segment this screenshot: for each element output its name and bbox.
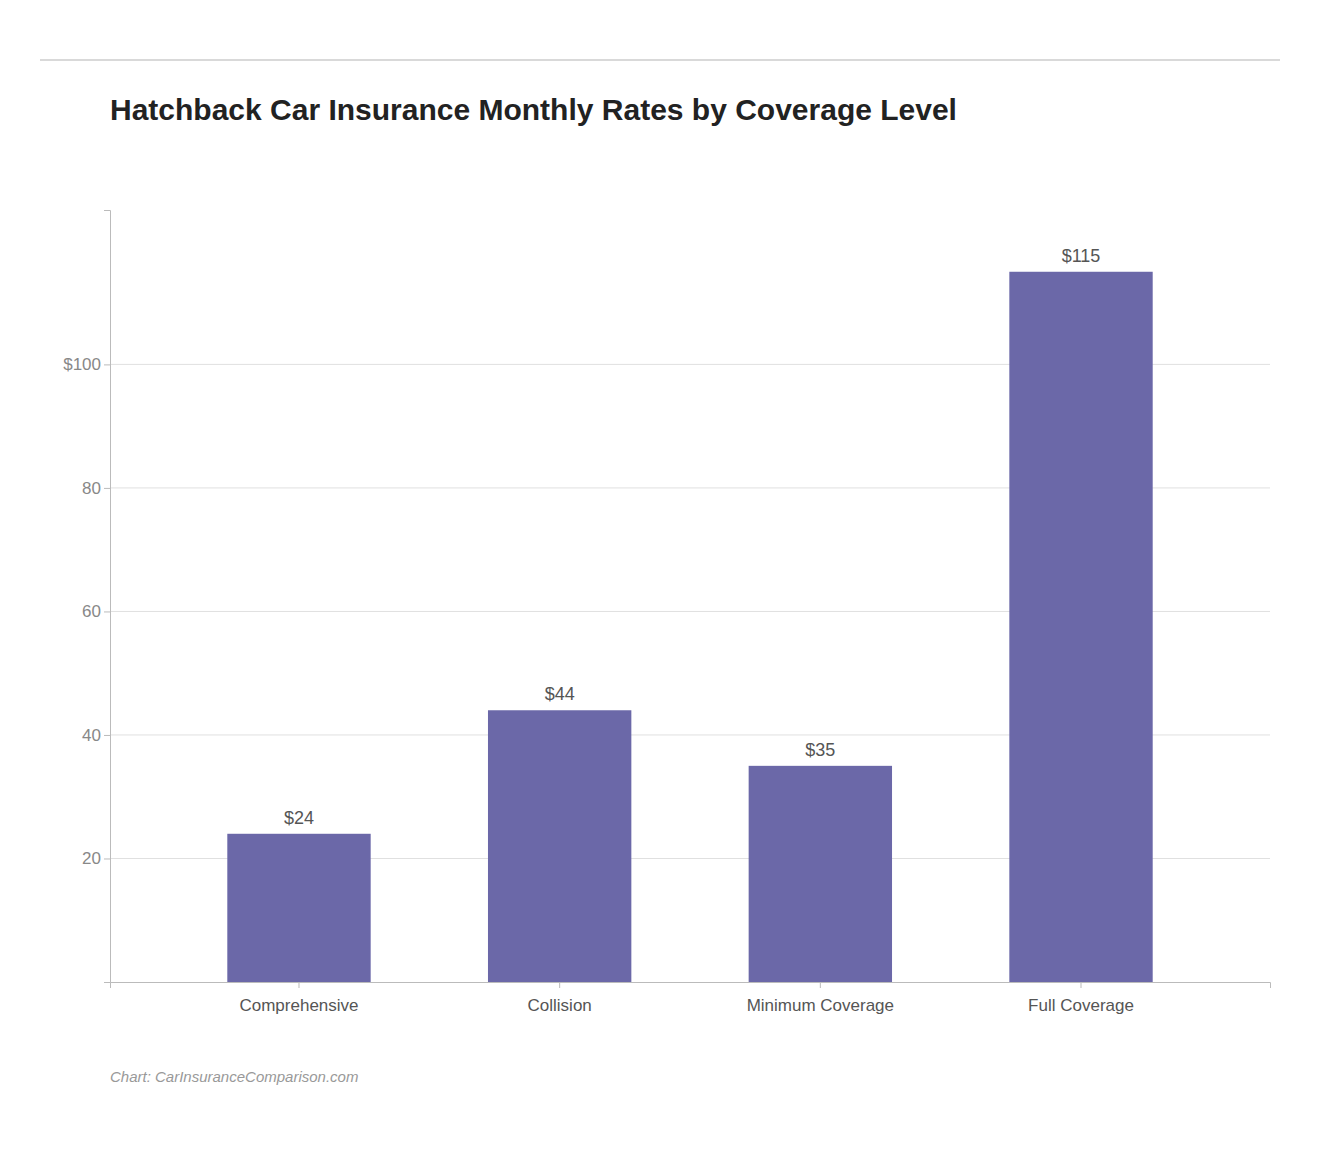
x-tick-mark [298, 982, 299, 988]
bar [749, 766, 892, 982]
y-axis: 20 40 60 80 $100 [63, 211, 110, 983]
y-tick-mark [104, 488, 110, 489]
x-tick: Minimum Coverage [747, 982, 894, 1015]
plot: 20 40 60 80 $100 Comprehensive Collision Minimu… [63, 211, 1270, 1016]
data-label: $24 [284, 808, 314, 828]
x-tick-mark [1081, 982, 1082, 988]
x-axis-line [111, 983, 1271, 989]
x-tick-mark [820, 982, 821, 988]
y-tick-label: 20 [82, 849, 101, 868]
data-label: $115 [1062, 246, 1101, 266]
y-tick: 60 [82, 602, 110, 621]
footer: Chart: CarInsuranceComparison.com [110, 1068, 358, 1085]
y-tick-mark [104, 611, 110, 612]
x-tick-label: Minimum Coverage [747, 996, 894, 1015]
y-tick-mark [104, 858, 110, 859]
x-axis: Comprehensive Collision Minimum Coverage Fu… [111, 982, 1271, 1015]
y-tick: 40 [82, 726, 110, 745]
y-tick-label: 80 [82, 479, 101, 498]
y-tick: 20 [82, 849, 110, 868]
bar [1009, 272, 1152, 982]
x-tick-label: Collision [528, 996, 592, 1015]
data-label: $44 [545, 684, 575, 704]
bar [227, 834, 370, 982]
x-tick-mark [559, 982, 560, 988]
title: Hatchback Car Insurance Monthly Rates by… [110, 93, 957, 126]
data-labels: $24 $44 $35 $115 [284, 246, 1100, 828]
data-label: $35 [805, 740, 835, 760]
y-tick-label: 40 [82, 726, 101, 745]
bars [227, 272, 1152, 982]
x-tick: Comprehensive [239, 982, 358, 1015]
x-tick: Full Coverage [1028, 982, 1134, 1015]
x-tick: Collision [528, 982, 592, 1015]
y-tick-mark [104, 364, 110, 365]
y-tick-label: 60 [82, 602, 101, 621]
y-tick-mark [104, 735, 110, 736]
y-tick-label: $100 [63, 355, 101, 374]
chart-svg: Hatchback Car Insurance Monthly Rates by… [0, 0, 1320, 1152]
bar [488, 710, 631, 982]
separator [40, 59, 1280, 61]
x-tick-label: Comprehensive [239, 996, 358, 1015]
y-axis-line [104, 211, 111, 983]
x-tick-label: Full Coverage [1028, 996, 1134, 1015]
y-tick: 80 [82, 479, 110, 498]
y-tick: $100 [63, 355, 110, 374]
